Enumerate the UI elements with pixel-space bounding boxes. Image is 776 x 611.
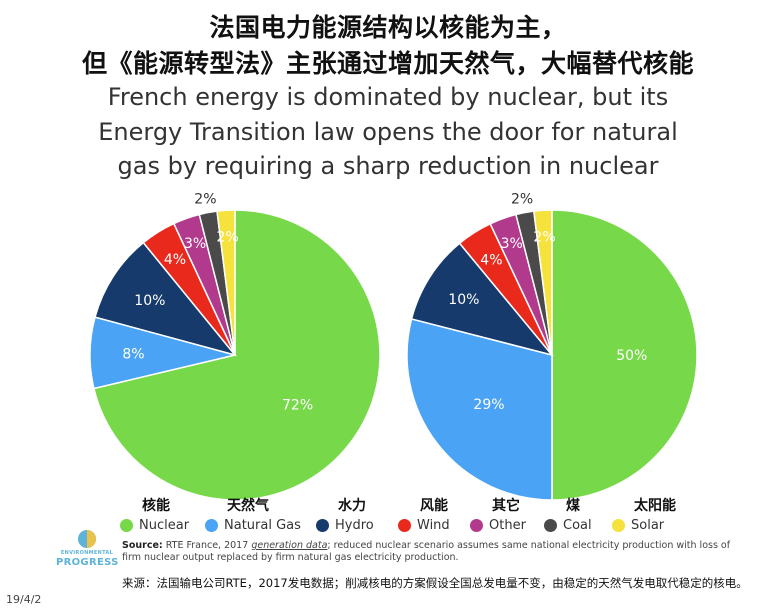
legend-item-coal: 煤 Coal [544,495,592,534]
english-title-line-1: French energy is dominated by nuclear, b… [107,83,669,111]
legend-swatch [612,519,625,532]
chinese-title-line-1: 法国电力能源结构以核能为主， [209,13,567,42]
slice-label-nuclear: 50% [616,348,647,364]
pie-slice-solar [532,209,553,356]
english-title-line-2: Energy Transition law opens the door for… [98,118,678,146]
chart-legend: 核能 Nuclear 天然气 Natural Gas 水力 Hydro 风能 W… [100,495,720,535]
legend-label-cn: 水力 [338,498,366,514]
legend-item-other: 其它 Other [470,495,526,534]
legend-item-solar: 太阳能 Solar [612,495,676,534]
english-title-line-3: gas by requiring a sharp reduction in nu… [117,152,659,180]
slice-label-natural-gas: 29% [473,397,504,413]
source-note: Source: RTE France, 2017 generation data… [122,540,732,564]
logo-small-text: ENVIRONMENTAL [60,550,114,556]
pie-slice-solar [216,209,236,356]
legend-label-en: Coal [563,518,592,533]
slice-label-wind: 4% [164,252,186,268]
legend-swatch [120,519,133,532]
legend-swatch [316,519,329,532]
slice-label-coal: 2% [511,191,533,207]
legend-item-natural-gas: 天然气 Natural Gas [205,495,301,534]
legend-swatch [544,519,557,532]
legend-item-hydro: 水力 Hydro [316,495,374,534]
chinese-source-note: 来源：法国输电公司RTE，2017发电数据；削减核电的方案假设全国总发电量不变，… [122,576,748,590]
legend-label-en: Natural Gas [224,518,301,533]
date-label: 19/4/2 [6,593,42,606]
pie-slice-natural-gas [406,318,553,501]
legend-label-en: Hydro [335,518,374,533]
slice-label-hydro: 10% [448,292,479,308]
slice-label-other: 3% [184,236,206,252]
pie-slice-hydro [410,242,555,357]
legend-label-cn: 其它 [492,498,520,514]
slice-label-wind: 4% [480,253,502,269]
source-label: Source: [122,540,163,551]
legend-label-cn: 煤 [566,498,580,514]
source-link[interactable]: generation data [251,540,328,551]
slice-label-nuclear: 72% [282,397,313,413]
legend-swatch [205,519,218,532]
legend-item-nuclear: 核能 Nuclear [120,495,189,534]
source-org: RTE France, 2017 [165,540,249,551]
slice-label-hydro: 10% [134,293,165,309]
legend-label-en: Other [489,518,526,533]
chinese-title-line-2: 但《能源转型法》主张通过增加天然气，大幅替代核能 [81,49,694,78]
slice-label-natural-gas: 8% [122,346,144,362]
logo-icon [78,530,96,548]
legend-label-cn: 核能 [142,498,170,514]
logo-big-text: PROGRESS [56,557,119,568]
slice-label-solar: 2% [216,229,238,245]
legend-label-cn: 天然气 [227,498,269,514]
legend-label-en: Nuclear [139,518,190,533]
legend-label-en: Solar [631,518,665,533]
legend-label-cn: 太阳能 [634,498,676,514]
source-rest: ; reduced nuclear scenario assumes same … [122,540,731,563]
slice-label-coal: 2% [194,191,216,207]
legend-swatch [398,519,411,532]
pie-slice-hydro [94,241,238,357]
pie-slice-nuclear [551,209,698,501]
pie-slice-nuclear [93,209,381,501]
legend-swatch [470,519,483,532]
slice-label-other: 3% [501,236,523,252]
legend-label-en: Wind [417,518,450,533]
legend-label-cn: 风能 [420,498,448,514]
environmental-progress-logo: ENVIRONMENTAL PROGRESS [56,530,118,568]
slice-label-solar: 2% [533,229,555,245]
legend-item-wind: 风能 Wind [398,495,450,534]
